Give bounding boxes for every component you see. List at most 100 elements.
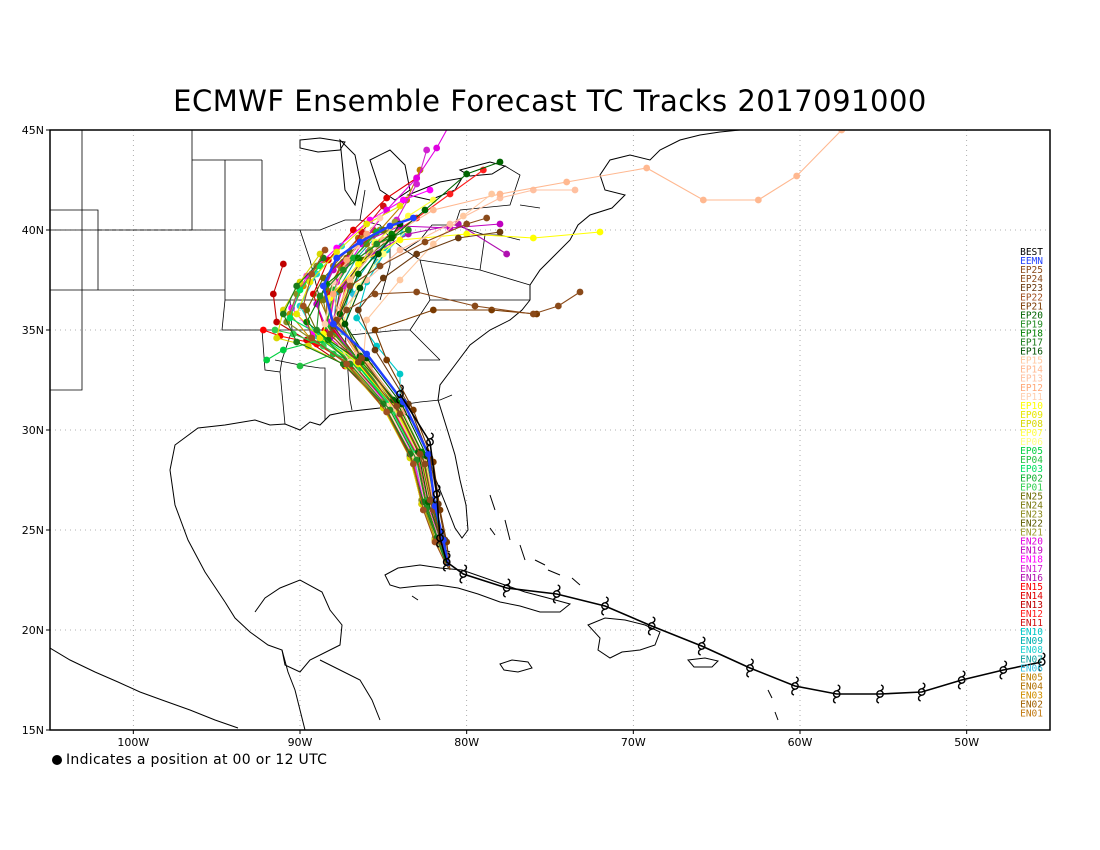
legend: BESTEEMNEP25EP24EP23EP22EP21EP20EP19EP18… — [1020, 247, 1043, 720]
track-line — [316, 223, 501, 569]
track-point — [329, 290, 337, 298]
hurricane-symbol-icon — [876, 684, 884, 704]
lat-tick-label: 45N — [22, 124, 44, 137]
legend-entry-en16: EN16 — [1020, 573, 1043, 584]
track-point — [421, 460, 429, 468]
track-point — [299, 302, 307, 310]
legend-entry-en24: EN24 — [1020, 500, 1043, 511]
legend-entry-en05: EN05 — [1020, 672, 1043, 683]
track-point — [343, 256, 351, 264]
track-point — [413, 288, 421, 296]
track-point — [296, 362, 304, 370]
track-ep08 — [273, 250, 448, 567]
coastline-yucatan — [224, 579, 343, 673]
hurricane-symbol-icon — [396, 384, 404, 404]
track-point — [293, 338, 301, 346]
track-line — [336, 217, 487, 567]
island-bahamas — [489, 494, 581, 586]
hurricane-symbol-icon — [957, 670, 966, 690]
legend-entry-ep21: EP21 — [1020, 301, 1043, 312]
track-point — [421, 206, 429, 214]
lon-tick-label: 60W — [788, 736, 813, 749]
legend-entry-ep24: EP24 — [1020, 274, 1043, 285]
hurricane-symbol-icon — [917, 682, 926, 702]
track-point — [396, 246, 404, 254]
legend-entry-en15: EN15 — [1020, 582, 1043, 593]
lat-tick-label: 20N — [22, 624, 44, 637]
track-point — [383, 194, 391, 202]
track-point — [379, 274, 387, 282]
track-point — [446, 220, 454, 228]
track-en13 — [269, 260, 448, 567]
track-point — [409, 214, 417, 222]
track-point — [399, 398, 407, 406]
track-point — [404, 226, 412, 234]
legend-entry-ep10: EP10 — [1020, 401, 1043, 412]
hurricane-symbol-icon — [1037, 652, 1046, 672]
track-point — [429, 206, 437, 214]
track-point — [529, 310, 537, 318]
legend-entry-ep03: EP03 — [1020, 464, 1043, 475]
track-point — [273, 318, 281, 326]
legend-entry-en10: EN10 — [1020, 627, 1043, 638]
legend-entry-en07: EN07 — [1020, 654, 1043, 665]
track-point — [373, 240, 381, 248]
track-point — [399, 196, 407, 204]
hurricane-symbol-icon — [426, 432, 434, 452]
track-point — [426, 186, 434, 194]
track-point — [326, 330, 334, 338]
legend-entry-en25: EN25 — [1020, 491, 1043, 502]
legend-entry-en01: EN01 — [1020, 709, 1043, 720]
legend-entry-ep17: EP17 — [1020, 338, 1043, 349]
legend-entry-ep20: EP20 — [1020, 310, 1043, 321]
track-ep14 — [329, 130, 846, 569]
track-point — [379, 250, 387, 258]
hurricane-symbol-icon — [791, 676, 799, 696]
legend-entry-ep15: EP15 — [1020, 356, 1043, 367]
track-point — [429, 240, 437, 248]
legend-entry-ep05: EP05 — [1020, 446, 1043, 457]
track-point — [354, 270, 362, 278]
track-point — [496, 158, 504, 166]
track-point — [346, 276, 354, 284]
footnote-text: Indicates a position at 00 or 12 UTC — [66, 752, 328, 768]
hurricane-symbol-icon — [442, 552, 451, 572]
track-point — [336, 286, 344, 294]
legend-entry-en12: EN12 — [1020, 609, 1043, 620]
legend-entry-en08: EN08 — [1020, 645, 1043, 656]
track-point — [374, 250, 382, 258]
track-point — [371, 290, 379, 298]
island-cuba — [384, 564, 572, 613]
coastline-north-america — [50, 130, 741, 729]
island-puerto-rico — [687, 657, 719, 668]
track-point — [308, 334, 316, 342]
lon-tick-label: 80W — [454, 736, 479, 749]
track-point — [309, 290, 317, 298]
island-hispaniola — [587, 617, 661, 659]
lat-tick-labels: 15N 20N 25N 30N 35N 40N 45N — [22, 124, 50, 737]
track-point — [376, 262, 384, 270]
track-point — [388, 234, 396, 242]
track-point — [446, 190, 454, 198]
track-point — [349, 226, 357, 234]
legend-entry-ep23: EP23 — [1020, 283, 1043, 294]
hurricane-symbol-icon — [432, 484, 441, 504]
track-line — [289, 265, 448, 567]
legend-entry-ep07: EP07 — [1020, 428, 1043, 439]
best-track-line — [399, 393, 1042, 695]
track-point — [496, 228, 504, 236]
track-point — [459, 212, 467, 220]
track-point — [313, 326, 321, 334]
track-point — [269, 290, 277, 298]
track-line — [286, 265, 448, 567]
legend-entry-en03: EN03 — [1020, 690, 1043, 701]
track-ep10 — [319, 228, 604, 567]
track-point — [324, 336, 332, 344]
track-point — [321, 320, 329, 328]
track-point — [838, 130, 846, 134]
legend-entry-ep08: EP08 — [1020, 419, 1043, 430]
track-point — [406, 450, 414, 458]
track-point — [346, 282, 354, 290]
track-point — [354, 358, 362, 366]
track-point — [339, 266, 347, 274]
